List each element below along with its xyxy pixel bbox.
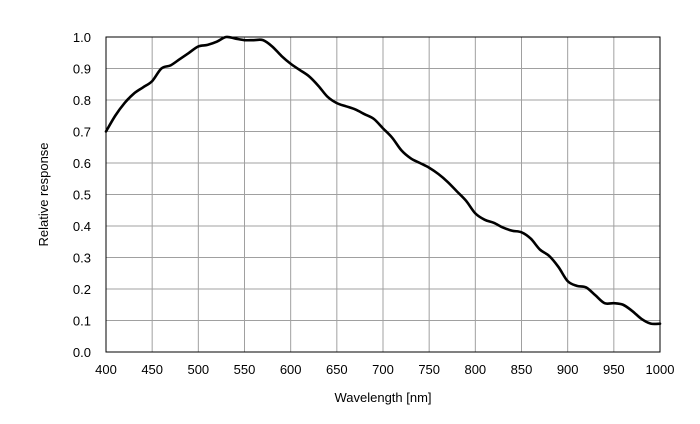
x-tick-label: 600 (280, 362, 302, 377)
y-tick-label: 0.5 (73, 188, 91, 203)
x-tick-label: 650 (326, 362, 348, 377)
x-tick-label: 950 (603, 362, 625, 377)
x-tick-label: 700 (372, 362, 394, 377)
x-tick-label: 850 (511, 362, 533, 377)
y-tick-label: 0.4 (73, 219, 91, 234)
y-axis-label: Relative response (36, 142, 51, 246)
x-tick-label: 750 (418, 362, 440, 377)
y-tick-label: 1.0 (73, 30, 91, 45)
grid (106, 37, 660, 352)
y-tick-label: 0.8 (73, 93, 91, 108)
plot-frame (105, 36, 661, 353)
response-curve (104, 35, 662, 326)
x-tick-label: 450 (141, 362, 163, 377)
y-tick-label: 0.6 (73, 156, 91, 171)
x-tick-label: 1000 (646, 362, 675, 377)
x-tick-label: 900 (557, 362, 579, 377)
x-tick-label: 800 (464, 362, 486, 377)
y-tick-label: 0.1 (73, 314, 91, 329)
y-tick-label: 0.2 (73, 282, 91, 297)
x-tick-labels: 400 450 500 550 600 650 700 750 800 850 900 950 1000 (95, 362, 674, 377)
y-tick-label: 0.3 (73, 251, 91, 266)
x-tick-label: 500 (187, 362, 209, 377)
y-tick-label: 0.7 (73, 125, 91, 140)
y-tick-label: 0.9 (73, 62, 91, 77)
x-tick-label: 550 (234, 362, 256, 377)
x-tick-label: 400 (95, 362, 117, 377)
x-axis-label: Wavelength [nm] (334, 390, 431, 405)
y-tick-label: 0.0 (73, 345, 91, 360)
y-tick-labels: 0.0 0.1 0.2 0.3 0.4 0.5 0.6 0.7 0.8 0.9 1.0 (73, 30, 91, 360)
